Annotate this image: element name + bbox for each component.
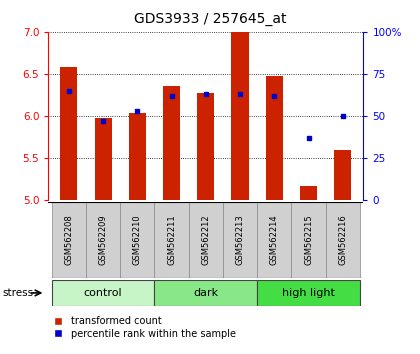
Bar [120,202,155,278]
Text: GSM562211: GSM562211 [167,215,176,265]
Bar [189,202,223,278]
Text: dark: dark [193,288,218,298]
Text: GSM562216: GSM562216 [338,215,347,265]
Bar [86,202,120,278]
Bar [163,86,180,200]
Bar [326,202,360,278]
Bar [155,280,257,306]
Bar [257,280,360,306]
Bar [231,32,249,200]
Bar [52,202,86,278]
Bar [223,202,257,278]
Bar [291,202,326,278]
Text: GSM562210: GSM562210 [133,215,142,265]
Text: GSM562208: GSM562208 [64,215,74,265]
Text: stress: stress [2,288,33,298]
Bar [300,186,317,200]
Text: GDS3933 / 257645_at: GDS3933 / 257645_at [134,12,286,27]
Text: high light: high light [282,288,335,298]
Text: GSM562212: GSM562212 [201,215,210,265]
Bar [257,202,291,278]
Legend: transformed count, percentile rank within the sample: transformed count, percentile rank withi… [53,316,236,339]
Bar [334,150,351,200]
Text: GSM562213: GSM562213 [236,215,244,265]
Bar [266,75,283,200]
Text: GSM562214: GSM562214 [270,215,279,265]
Bar [60,67,77,200]
Bar [197,93,214,200]
Text: control: control [84,288,122,298]
Bar [155,202,189,278]
Text: GSM562209: GSM562209 [99,215,108,265]
Bar [94,119,112,200]
Bar [129,113,146,200]
Bar [52,280,155,306]
Text: GSM562215: GSM562215 [304,215,313,265]
